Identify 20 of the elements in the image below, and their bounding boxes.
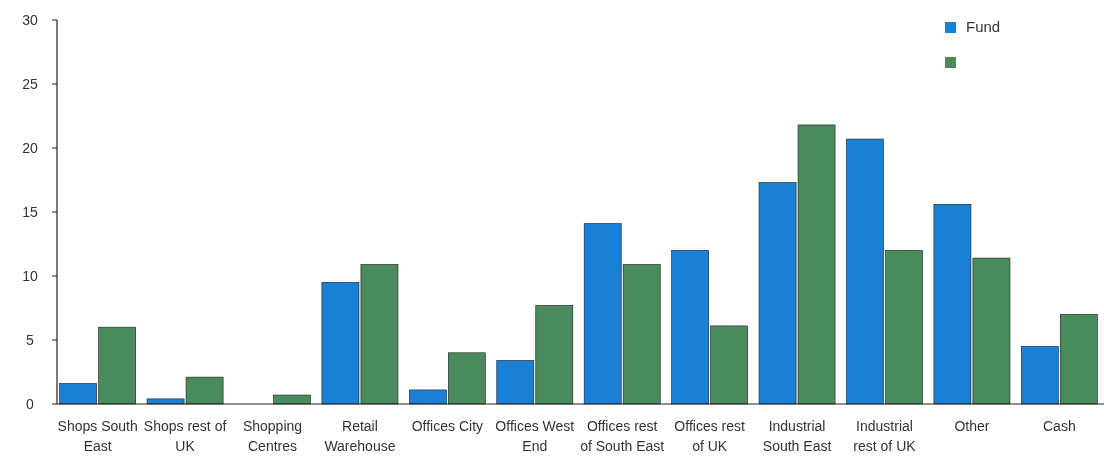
y-tick-label: 0 xyxy=(26,395,35,412)
y-tick-label: 30 xyxy=(22,11,38,28)
x-tick-label: Retail Warehouse xyxy=(324,418,396,454)
x-tick-label: Shops rest of UK xyxy=(143,418,227,454)
x-tick-label: Shopping Centres xyxy=(242,418,303,454)
x-tick-label: Cash xyxy=(1043,418,1076,434)
x-tick-label: Industrial South East xyxy=(762,418,832,454)
y-tick-label: 15 xyxy=(22,203,38,220)
legend-label: Fund xyxy=(966,18,1001,35)
x-tick-label: Industrial rest of UK xyxy=(853,418,917,454)
y-tick-label: 10 xyxy=(22,267,38,284)
x-tick-label: Shops South East xyxy=(57,418,138,454)
y-tick-label: 20 xyxy=(22,139,38,156)
y-tick-label: 25 xyxy=(22,75,38,92)
x-tick-label: Offices City xyxy=(411,418,484,434)
x-tick-label: Offices rest of UK xyxy=(674,418,746,454)
x-tick-label: Offices West End xyxy=(495,418,575,454)
x-tick-label: Offices rest of South East xyxy=(580,418,665,454)
x-tick-label: Other xyxy=(954,418,990,434)
y-tick-label: 5 xyxy=(26,331,35,348)
